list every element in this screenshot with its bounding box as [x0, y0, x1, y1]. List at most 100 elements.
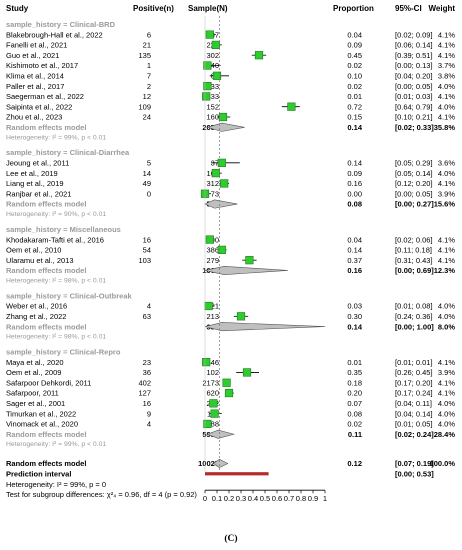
study-proportion: 0.02	[347, 61, 362, 70]
study-square	[212, 71, 222, 80]
study-name: Zhang et al., 2022	[6, 312, 66, 321]
x-tick-label: 0.4	[248, 494, 258, 503]
subgroup-test: Test for subgroup differences: χ²₄ = 0.9…	[6, 490, 197, 499]
study-sample: 386	[206, 246, 219, 255]
study-square	[210, 409, 219, 418]
study-ci: [0.17; 0.24]	[395, 389, 433, 398]
study-name: Saegerman et al., 2022	[6, 92, 84, 101]
study-positive: 12	[143, 92, 151, 101]
study-positive: 109	[138, 102, 151, 111]
prediction-interval-label: Prediction interval	[6, 469, 71, 478]
study-weight: 4.1%	[438, 51, 455, 60]
subgroup-heterogeneity: Heterogeneity: I² = 90%, p < 0.01	[6, 211, 106, 218]
study-weight: 4.1%	[438, 378, 455, 387]
study-proportion: 0.10	[347, 72, 362, 81]
study-name: Ularamu et al., 2013	[6, 256, 74, 265]
study-positive: 63	[143, 312, 151, 321]
subgroup-model-weight: 12.3%	[434, 266, 456, 275]
overall-ci: [0.07; 0.19]	[395, 459, 434, 468]
study-square	[204, 301, 213, 311]
study-ci: [0.11; 0.18]	[395, 246, 432, 255]
study-sample: 2173	[202, 378, 219, 387]
study-name: Guo et al., 2021	[6, 51, 59, 60]
overall-sample: 10027	[198, 459, 219, 468]
study-proportion: 0.18	[347, 378, 362, 387]
study-ci: [0.02; 0.09]	[395, 30, 433, 39]
study-weight: 3.9%	[438, 368, 455, 377]
study-weight: 4.0%	[438, 409, 455, 418]
x-tick-label: 0	[203, 494, 207, 503]
study-name: Safarpoor Dehkordi, 2011	[6, 378, 91, 387]
study-sample: 188	[206, 420, 219, 429]
study-proportion: 0.00	[347, 189, 362, 198]
study-proportion: 0.14	[347, 159, 362, 168]
study-ci: [0.04; 0.20]	[395, 72, 433, 81]
subgroup-diamond	[206, 429, 235, 439]
study-positive: 16	[143, 399, 151, 408]
study-name: Jeoung et al., 2011	[6, 159, 69, 168]
study-positive: 21	[143, 41, 151, 50]
subgroup-label: sample_history = Clinical-Outbreak	[6, 291, 132, 300]
x-tick-label: 0.5	[260, 494, 270, 503]
study-ci: [0.04; 0.11]	[395, 399, 432, 408]
study-name: Liang et al., 2019	[6, 179, 64, 188]
prediction-interval-bar	[205, 472, 269, 476]
study-ci: [0.26; 0.45]	[395, 368, 433, 377]
study-sample: 833	[206, 92, 219, 101]
study-weight: 4.1%	[438, 256, 455, 265]
study-square	[211, 40, 220, 49]
study-name: Lee et al., 2019	[6, 169, 58, 178]
study-positive: 6	[147, 30, 151, 39]
header-ci: 95%-CI	[395, 4, 422, 13]
study-ci: [0.64; 0.79]	[395, 102, 433, 111]
study-weight: 4.1%	[438, 113, 455, 122]
study-square	[218, 112, 228, 122]
subgroup-model-ci: [0.02; 0.33]	[395, 123, 434, 132]
study-proportion: 0.02	[347, 82, 362, 91]
study-ci: [0.06; 0.14]	[395, 41, 433, 50]
study-weight: 4.0%	[438, 82, 455, 91]
subgroup-model-ci: [0.02; 0.24]	[395, 430, 434, 439]
study-square	[205, 30, 214, 39]
study-proportion: 0.02	[347, 420, 362, 429]
study-ci: [0.00; 0.05]	[395, 82, 433, 91]
subgroup-heterogeneity: Heterogeneity: I² = 99%, p < 0.01	[6, 134, 106, 141]
study-name: Weber et al., 2016	[6, 302, 67, 311]
study-positive: 4	[147, 420, 151, 429]
study-sample: 73	[211, 189, 219, 198]
subgroup-model-weight: 15.6%	[434, 200, 456, 209]
study-square	[224, 388, 234, 398]
study-weight: 4.0%	[438, 399, 455, 408]
study-ci: [0.05; 0.29]	[395, 159, 433, 168]
x-tick-label: 0.8	[296, 494, 306, 503]
study-ci: [0.05; 0.14]	[395, 169, 433, 178]
study-positive: 14	[143, 169, 151, 178]
study-square	[203, 82, 212, 91]
study-positive: 49	[143, 179, 151, 188]
subgroup-model-ci: [0.00; 1.00]	[395, 322, 434, 331]
study-name: Fanelli et al., 2021	[6, 41, 67, 50]
study-positive: 23	[143, 358, 151, 367]
x-tick-label: 0.1	[212, 494, 222, 503]
study-ci: [0.24; 0.36]	[395, 312, 433, 321]
study-ci: [0.02; 0.06]	[395, 235, 433, 244]
study-ci: [0.39; 0.51]	[395, 51, 433, 60]
study-proportion: 0.08	[347, 409, 362, 418]
study-sample: 2546	[202, 358, 219, 367]
study-proportion: 0.35	[347, 368, 362, 377]
prediction-interval-ci: [0.00; 0.53]	[395, 469, 434, 478]
study-weight: 4.1%	[438, 92, 455, 101]
study-positive: 103	[138, 256, 151, 265]
study-weight: 4.1%	[438, 358, 455, 367]
study-name: Sager et al., 2001	[6, 399, 65, 408]
subgroup-model-label: Random effects model	[6, 266, 86, 275]
study-ci: [0.04; 0.14]	[395, 409, 433, 418]
header-positive: Positive(n)	[133, 4, 174, 13]
study-proportion: 0.01	[347, 358, 362, 367]
study-ci: [0.00; 0.13]	[395, 61, 433, 70]
study-square	[211, 169, 220, 178]
subgroup-label: sample_history = Clinical-Repro	[6, 348, 121, 357]
subgroup-model-label: Random effects model	[6, 123, 86, 132]
subgroup-model-weight: 35.8%	[434, 123, 456, 132]
study-sample: 213	[206, 312, 219, 321]
